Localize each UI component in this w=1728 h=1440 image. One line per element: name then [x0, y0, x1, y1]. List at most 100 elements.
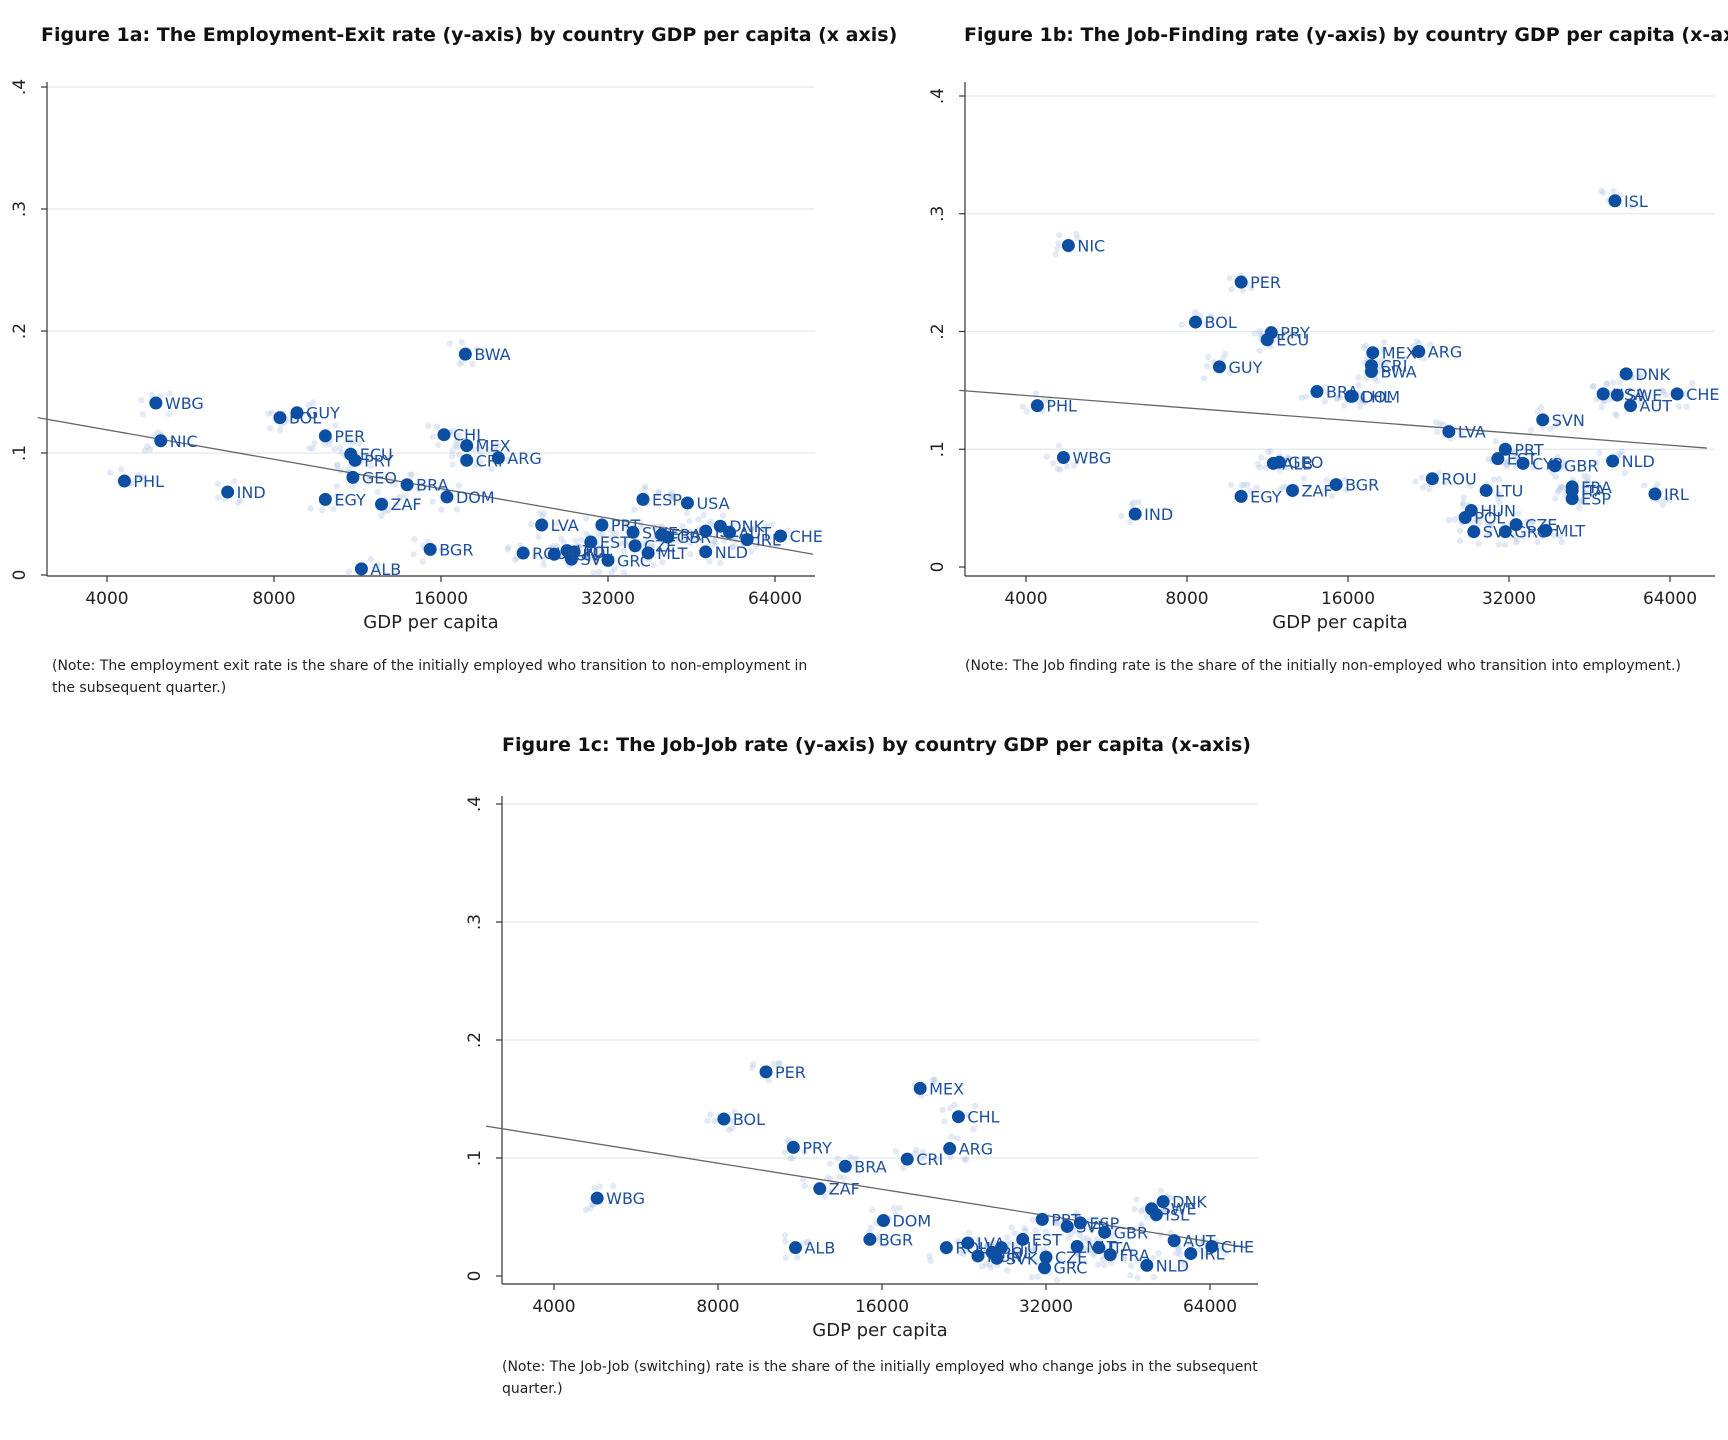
background-dot [1021, 1224, 1028, 1232]
background-dot [939, 1106, 946, 1113]
y-tick-label: .3 [465, 914, 485, 930]
point-label-lva: LVA [551, 516, 579, 535]
point-label-prt: PRT [1514, 440, 1544, 459]
background-dot [611, 565, 618, 572]
background-dot [1052, 1217, 1059, 1225]
background-dot [141, 447, 148, 454]
background-dot [975, 1235, 982, 1243]
background-dot [349, 483, 356, 490]
background-dot [454, 443, 461, 450]
point-che [1205, 1240, 1219, 1253]
point-arg [943, 1142, 957, 1156]
background-dot [1485, 455, 1492, 463]
background-dot [265, 410, 272, 417]
background-dot [1552, 495, 1559, 502]
background-dot [1333, 395, 1341, 403]
background-dot [1019, 403, 1027, 410]
background-dot [401, 492, 408, 500]
background-dot [851, 1160, 858, 1167]
background-dot [484, 446, 492, 454]
background-dot [595, 542, 602, 549]
background-dot [504, 546, 512, 553]
background-dot [1084, 1247, 1092, 1255]
background-dot [926, 1252, 933, 1260]
background-dot [1118, 512, 1125, 520]
point-label-guy: GUY [306, 404, 340, 423]
point-label-chl: CHL [453, 426, 485, 445]
background-dot [469, 360, 476, 368]
point-bwa [1364, 365, 1378, 379]
background-dot [392, 480, 399, 488]
x-tick-label: 4000 [532, 1297, 575, 1317]
background-dot [1042, 1228, 1049, 1235]
background-dot [385, 507, 392, 514]
background-dot [584, 554, 591, 561]
background-dot [367, 556, 375, 563]
point-svk [990, 1251, 1004, 1265]
background-dot [821, 1193, 829, 1200]
background-dot [1176, 1206, 1184, 1213]
background-dot [725, 1126, 733, 1133]
point-chl [437, 428, 451, 442]
background-dot [456, 451, 463, 458]
background-dot [1120, 1255, 1128, 1262]
background-dot [1054, 245, 1061, 252]
background-dot [117, 465, 125, 473]
background-dot [1512, 539, 1520, 546]
background-dot [1484, 521, 1491, 529]
figure-1a-title: Figure 1a: The Employment-Exit rate (y-a… [41, 24, 898, 46]
point-zaf [375, 497, 389, 511]
background-dot [1501, 541, 1509, 548]
point-fra [1103, 1248, 1117, 1262]
background-dot [631, 506, 638, 513]
background-dot [800, 1240, 807, 1247]
background-dot [917, 1155, 925, 1162]
background-dot [1024, 1246, 1032, 1253]
y-tick-label: .2 [465, 1032, 485, 1048]
y-tick-label: .1 [928, 441, 948, 457]
background-dot [1603, 380, 1610, 388]
background-dot [231, 477, 238, 485]
point-bol [717, 1112, 731, 1126]
x-tick-label: 8000 [252, 589, 295, 609]
background-dot [1401, 355, 1409, 363]
background-dot [1329, 492, 1336, 500]
background-dot [504, 456, 511, 463]
background-dot [1534, 408, 1541, 415]
background-dot [1043, 453, 1050, 460]
point-label-wbg: WBG [165, 394, 204, 413]
x-axis-title: GDP per capita [363, 612, 498, 633]
background-dot [449, 447, 456, 454]
background-dot [1615, 450, 1622, 458]
point-bgr [423, 542, 437, 556]
background-dot [1300, 475, 1307, 482]
background-dot [1487, 521, 1495, 529]
background-dot [138, 474, 145, 481]
background-dot [599, 531, 606, 538]
background-dot [1131, 1205, 1138, 1213]
point-alb [788, 1241, 802, 1255]
background-dot [392, 501, 400, 508]
background-dot [1186, 1242, 1194, 1249]
background-dot [1228, 285, 1235, 293]
background-dot [333, 492, 340, 500]
background-dot [454, 437, 461, 444]
point-label-usa: USA [696, 494, 729, 513]
background-dot [1426, 485, 1433, 493]
background-dot [965, 1229, 973, 1236]
point-esp [636, 492, 650, 506]
background-dot [1073, 1209, 1080, 1217]
background-dot [1206, 313, 1214, 320]
background-dot [410, 551, 417, 558]
point-ltu [994, 1241, 1008, 1255]
background-dot [929, 1076, 937, 1084]
background-dot [1343, 486, 1350, 494]
background-dot [367, 462, 374, 469]
background-dot [135, 472, 142, 479]
point-label-pry: PRY [364, 451, 394, 470]
point-label-chl: CHL [1360, 387, 1392, 406]
point-label-esp: ESP [1089, 1214, 1119, 1233]
background-dot [429, 498, 436, 505]
background-dot [453, 506, 461, 513]
background-dot [896, 1204, 903, 1212]
